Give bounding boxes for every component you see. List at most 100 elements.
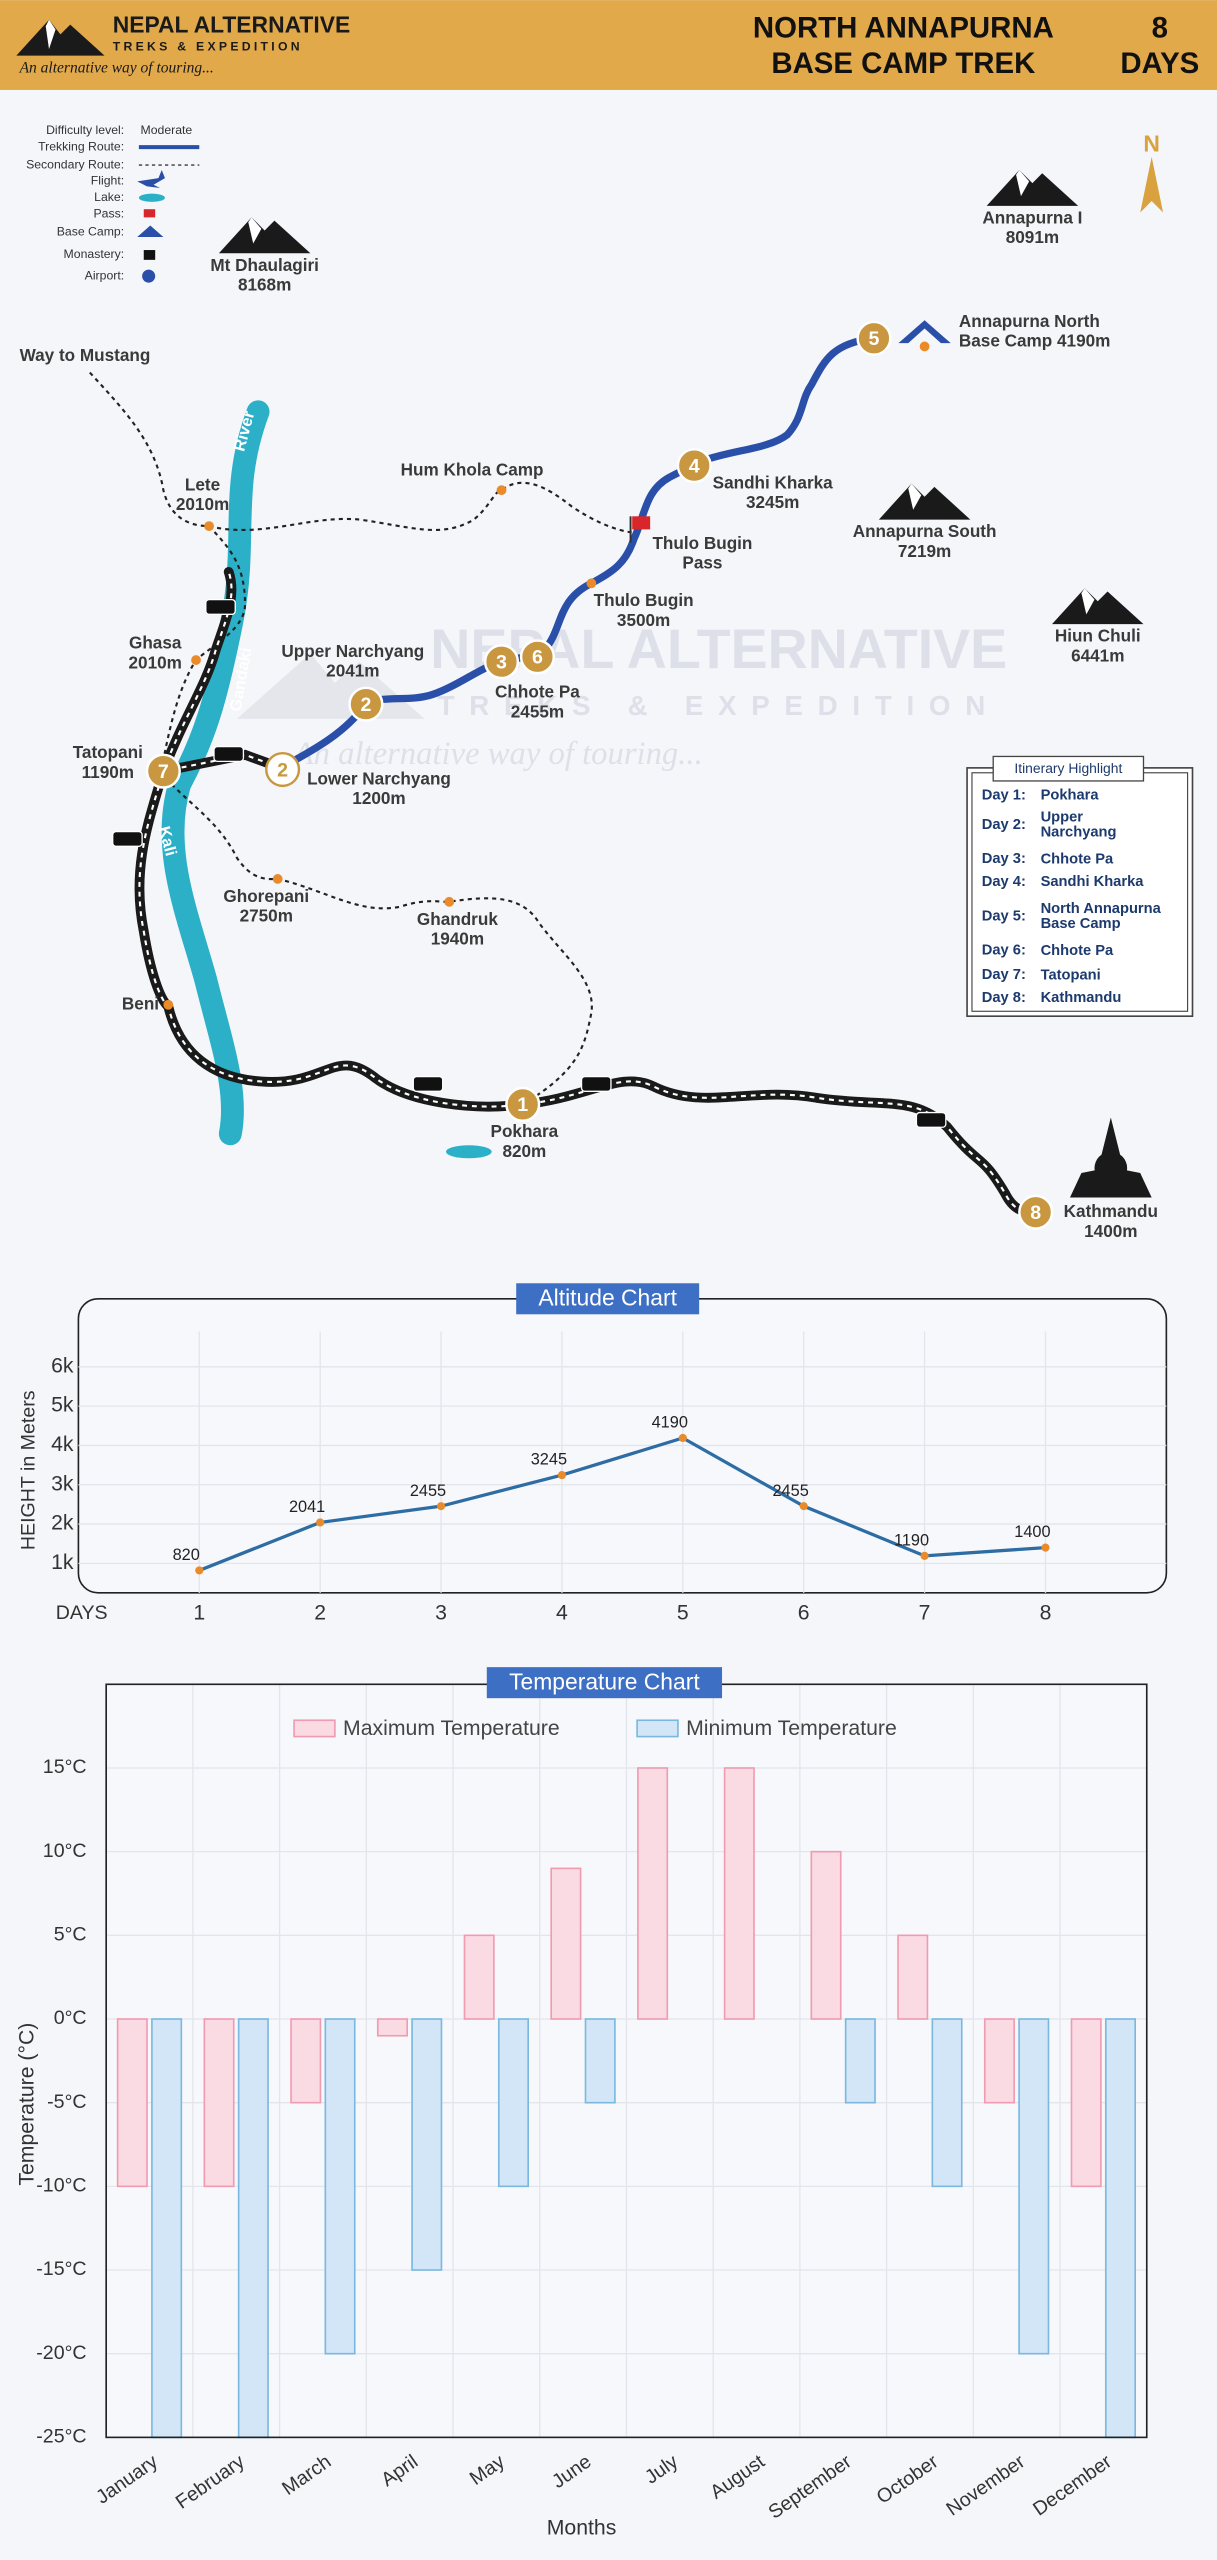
- place-label: Hum Khola Camp: [401, 459, 544, 479]
- place-label-line: 1940m: [431, 928, 484, 948]
- peak-snow: [1016, 169, 1030, 197]
- legend-label: Maximum Temperature: [343, 1717, 560, 1740]
- road-dash: [162, 571, 233, 772]
- place-label-line: Pass: [682, 552, 722, 572]
- x-tick-label: 1: [193, 1602, 205, 1625]
- place-dot: [191, 655, 201, 665]
- jeep: [205, 598, 236, 615]
- day-marker-number: 3: [496, 652, 507, 674]
- place-label: Tatopani 1190m: [73, 742, 143, 782]
- day-marker: [505, 1086, 541, 1122]
- y-tick-label: -15°C: [36, 2258, 86, 2280]
- point: [195, 1566, 204, 1575]
- itinerary-place-line: Chhote Pa: [1041, 851, 1114, 867]
- days-label: DAYS: [1120, 47, 1199, 80]
- base-camp-icon: [898, 320, 951, 344]
- bar: [116, 2018, 148, 2188]
- place-label-line: Lower Narchyang: [307, 768, 451, 788]
- peak-icon: [878, 483, 971, 520]
- place-label-line: Way to Mustang: [20, 345, 151, 365]
- y-axis-title: HEIGHT in Meters: [18, 1390, 40, 1550]
- place-label-line: Lete: [185, 474, 220, 494]
- y-tick-label: 6k: [51, 1354, 74, 1377]
- legend-lake: [138, 193, 165, 202]
- place-label-line: Kathmandu: [1064, 1201, 1158, 1221]
- itinerary-title: Itinerary Highlight: [1014, 760, 1122, 776]
- day-marker-number: 1: [517, 1094, 528, 1116]
- data-label: 2455: [410, 1482, 446, 1500]
- itinerary-place: Chhote Pa: [1041, 943, 1114, 959]
- place-label-line: 1200m: [352, 787, 405, 807]
- y-tick-label: -5°C: [47, 2091, 86, 2113]
- data-label: 3245: [531, 1451, 567, 1469]
- place-label: Way to Mustang: [20, 345, 151, 365]
- secondary-route: [170, 783, 593, 1106]
- place-label: Sandhi Kharka 3245m: [713, 472, 833, 512]
- day-marker-number: 4: [689, 455, 700, 477]
- river: [161, 400, 270, 1146]
- x-tick-label: 8: [1040, 1602, 1052, 1625]
- place-dot: [496, 485, 507, 496]
- itinerary-place-line: Narchyang: [1041, 824, 1117, 840]
- y-tick-label: 2k: [51, 1512, 74, 1535]
- jeep: [915, 1111, 947, 1128]
- itinerary-box: [966, 767, 1194, 1017]
- legend-value: Moderate: [140, 123, 192, 137]
- legend-label: Monastery:: [64, 247, 125, 261]
- y-tick-label: 5k: [51, 1394, 74, 1417]
- itinerary-place: Sandhi Kharka: [1041, 874, 1145, 890]
- data-label: 1400: [1014, 1523, 1050, 1541]
- peak-height: 8168m: [238, 275, 291, 295]
- place-label: Thulo Bugin Pass: [652, 533, 752, 573]
- chart-title-box: [486, 1667, 723, 1699]
- bar: [411, 2018, 443, 2271]
- compass-arrow: [1140, 156, 1164, 213]
- itinerary-day: Day 6:: [982, 943, 1026, 959]
- day-marker-number: 8: [1030, 1202, 1041, 1224]
- y-tick-label: 5°C: [54, 1924, 87, 1946]
- place-label: Lete 2010m: [176, 474, 229, 514]
- legend-label: Base Camp:: [57, 224, 124, 238]
- place-label-line: Pokhara: [491, 1121, 559, 1141]
- place-dot: [272, 874, 283, 884]
- itinerary-place: Pokhara: [1041, 788, 1100, 804]
- bar: [463, 1934, 495, 2020]
- x-tick-label: 5: [677, 1602, 689, 1625]
- data-label: 2041: [289, 1498, 325, 1516]
- place-label: Ghasa 2010m: [129, 632, 182, 672]
- bar: [237, 2018, 269, 2439]
- place-label-line: Tatopani: [73, 742, 143, 762]
- place-label: Upper Narchyang 2041m: [281, 640, 424, 680]
- bar: [151, 2018, 183, 2439]
- itinerary-day: Day 7:: [982, 967, 1026, 983]
- logo-snow: [45, 19, 56, 50]
- peak-name: Mt Dhaulagiri: [210, 255, 319, 275]
- bar: [931, 2018, 963, 2188]
- x-tick-label: 7: [919, 1602, 931, 1625]
- day-marker: [145, 753, 181, 789]
- itinerary-place-line: Kathmandu: [1041, 990, 1122, 1006]
- jeep: [412, 1075, 444, 1092]
- itinerary-day: Day 3:: [982, 851, 1026, 867]
- legend-pass: [143, 209, 156, 218]
- place-label-line: 2750m: [240, 905, 293, 925]
- x-axis-title: Months: [547, 2516, 617, 2539]
- bar: [376, 2018, 408, 2037]
- day-marker-number: 5: [868, 328, 879, 350]
- itinerary-day: Day 8:: [982, 990, 1026, 1006]
- legend-label: Flight:: [91, 174, 124, 188]
- bar: [584, 2018, 616, 2104]
- legend-label: Secondary Route:: [26, 157, 124, 171]
- legend-monastery: [143, 250, 156, 260]
- bar: [723, 1767, 755, 2020]
- watermark: NEPAL ALTERNATIVE: [430, 618, 1007, 680]
- peak-height: 6441m: [1071, 645, 1124, 665]
- day-marker: [676, 448, 712, 484]
- legend-label: Pass:: [94, 206, 125, 220]
- itinerary-place-line: Pokhara: [1041, 788, 1100, 804]
- chart-title: Temperature Chart: [509, 1669, 700, 1695]
- secondary-route: [208, 481, 634, 534]
- place-label-line: Sandhi Kharka: [713, 472, 833, 492]
- place-label: Chhote Pa 2455m: [495, 681, 580, 721]
